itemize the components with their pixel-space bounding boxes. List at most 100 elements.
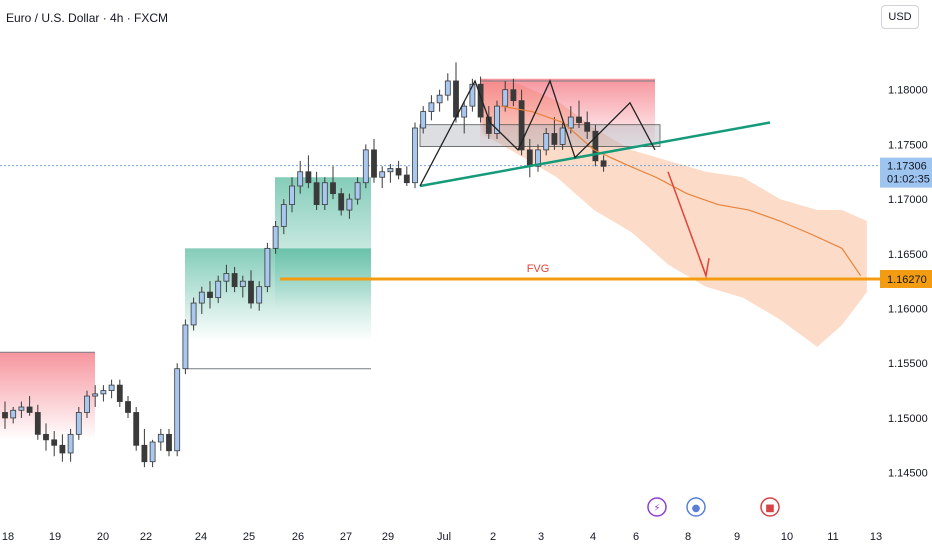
candle-down <box>43 433 49 441</box>
x-tick-label: 11 <box>827 531 838 543</box>
x-tick-label: 20 <box>97 531 109 543</box>
candle-down <box>305 171 312 184</box>
svg-text:●: ● <box>692 503 701 514</box>
us-flag-event-icon[interactable]: ■ <box>760 497 780 517</box>
y-tick-label: 1.18000 <box>888 85 928 97</box>
candle-down <box>477 83 484 118</box>
candle-up <box>84 395 90 413</box>
y-tick-label: 1.15000 <box>888 413 928 425</box>
candle-up <box>387 168 394 173</box>
y-tick-label: 1.14500 <box>888 468 928 480</box>
drawings <box>419 79 862 279</box>
down-arrow-head <box>699 258 710 279</box>
candle-down <box>34 412 41 435</box>
candle-down <box>133 412 140 446</box>
x-tick-label: 4 <box>590 531 596 543</box>
candle-up <box>10 409 17 419</box>
candle-up <box>75 412 82 435</box>
candle-up <box>264 247 271 288</box>
candle-down <box>26 406 33 413</box>
y-tick-label: 1.17000 <box>888 194 928 206</box>
fvg-label: FVG <box>527 263 550 275</box>
trendline <box>419 121 771 188</box>
candle-up <box>412 127 418 184</box>
candle-up <box>436 94 443 104</box>
candle-down <box>510 89 517 102</box>
candle-up <box>494 105 500 134</box>
x-tick-label: 3 <box>538 531 544 543</box>
y-tick-label: 1.16000 <box>888 304 928 316</box>
candle-down <box>600 160 607 167</box>
svg-text:■: ■ <box>765 503 774 514</box>
fvg-price-box <box>880 269 932 288</box>
candle-down <box>313 182 320 205</box>
x-tick-label: 6 <box>633 531 639 543</box>
candle-up <box>379 171 386 178</box>
candle-down <box>166 433 172 452</box>
candle-up <box>272 226 279 249</box>
candle-up <box>297 171 304 187</box>
candle-down <box>403 174 410 184</box>
globe-event-icon[interactable]: ● <box>686 497 706 517</box>
countdown-label: 01:02:35 <box>887 174 930 186</box>
x-tick-label: 26 <box>292 531 304 543</box>
last-price-box <box>880 157 932 188</box>
candle-down <box>453 80 459 118</box>
candle-down <box>485 116 492 134</box>
candle-up <box>215 280 222 298</box>
candle-down <box>51 439 58 446</box>
x-tick-label: 2 <box>490 531 496 543</box>
candle-down <box>2 412 8 419</box>
candle-up <box>461 105 468 118</box>
candle-up <box>174 368 181 452</box>
x-tick-label: 9 <box>734 531 740 543</box>
candle-up <box>100 390 107 395</box>
candle-up <box>469 83 476 107</box>
candle-down <box>207 291 213 298</box>
candle-up <box>108 384 115 391</box>
chart-title: Euro / U.S. Dollar · 4h · FXCM <box>6 11 168 25</box>
candles <box>2 62 607 468</box>
supply-zone-top <box>480 78 655 150</box>
candle-up <box>149 441 156 463</box>
candle-up <box>182 324 189 370</box>
x-tick-label: 25 <box>243 531 255 543</box>
candle-up <box>18 406 25 411</box>
candle-up <box>543 133 550 151</box>
candle-up <box>92 393 99 397</box>
y-tick-label: 1.16500 <box>888 249 928 261</box>
candle-up <box>420 111 427 129</box>
candle-up <box>67 433 74 454</box>
candle-down <box>592 130 599 162</box>
candle-down <box>551 133 558 145</box>
fvg-layer: FVG <box>280 263 880 281</box>
x-tick-label: 13 <box>870 531 882 543</box>
candle-down <box>576 116 582 123</box>
candle-down <box>395 168 402 176</box>
candle-down <box>59 444 66 454</box>
candle-up <box>567 116 574 129</box>
candle-up <box>559 127 566 145</box>
fvg-price-label: 1.16270 <box>887 274 927 286</box>
candle-up <box>362 149 369 184</box>
candle-down <box>231 273 238 288</box>
down-arrow <box>667 171 707 276</box>
candle-up <box>535 149 541 167</box>
candle-up <box>157 433 164 443</box>
x-tick-label: 29 <box>382 531 394 543</box>
x-tick-label: 27 <box>340 531 352 543</box>
x-tick-label: Jul <box>437 531 451 543</box>
x-tick-label: 22 <box>140 531 152 543</box>
currency-button[interactable]: USD <box>881 5 919 29</box>
x-tick-label: 10 <box>781 531 793 543</box>
x-tick-label: 18 <box>2 531 14 543</box>
axes: 1.18000 1.17500 1.17000 1.16500 1.16000 1.155… <box>2 85 932 543</box>
candle-down <box>125 401 131 413</box>
candle-down <box>371 149 377 178</box>
candle-down <box>338 193 345 211</box>
candle-down <box>248 280 254 304</box>
candle-down <box>518 100 525 151</box>
lightning-event-icon[interactable]: ⚡ <box>647 497 667 517</box>
x-tick-label: 19 <box>49 531 61 543</box>
